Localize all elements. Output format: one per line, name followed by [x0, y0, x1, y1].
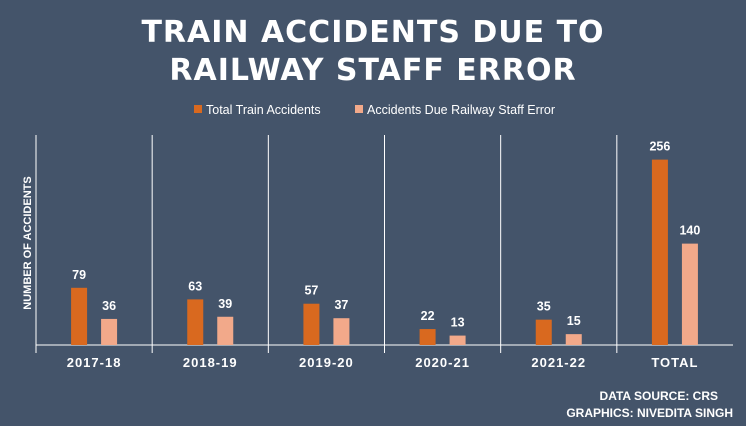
bar-staff-error-2017-18 — [101, 318, 118, 345]
data-label: 140 — [679, 224, 700, 238]
x-tick-label: 2021-22 — [531, 355, 586, 370]
bar-total-2018-19 — [187, 299, 204, 345]
legend-swatch-total — [194, 105, 202, 113]
y-axis-label: NUMBER OF ACCIDENTS — [22, 176, 34, 309]
x-tick-label: 2020-21 — [415, 355, 470, 370]
data-label: 39 — [218, 297, 232, 311]
bar-total-2017-18 — [71, 287, 88, 345]
data-label: 37 — [334, 298, 348, 312]
data-label: 36 — [102, 299, 116, 313]
x-tick-label: 2019-20 — [299, 355, 354, 370]
bar-staff-error-2019-20 — [333, 318, 350, 345]
data-label: 22 — [421, 309, 435, 323]
x-tick-label: 2017-18 — [67, 355, 122, 370]
data-label: 256 — [649, 140, 670, 154]
legend-label-staff-error: Accidents Due Railway Staff Error — [367, 103, 555, 117]
bar-staff-error-2021-22 — [565, 334, 582, 345]
chart-title-line-2: RAILWAY STAFF ERROR — [169, 53, 576, 88]
legend: Total Train Accidents Accidents Due Rail… — [194, 103, 555, 117]
data-label: 79 — [72, 268, 86, 282]
x-tick-label: 2018-19 — [183, 355, 238, 370]
data-label: 15 — [567, 314, 581, 328]
data-label: 35 — [537, 300, 551, 314]
data-label: 63 — [188, 279, 202, 293]
bar-staff-error-2020-21 — [449, 335, 466, 345]
x-tick-label: TOTAL — [651, 355, 698, 370]
bar-staff-error-2018-19 — [217, 316, 234, 345]
bar-total-2020-21 — [419, 329, 436, 345]
bar-total-total — [651, 159, 668, 345]
chart-title-line-1: TRAIN ACCIDENTS DUE TO — [141, 15, 604, 50]
bar-staff-error-total — [681, 243, 698, 345]
bar-total-2019-20 — [303, 303, 320, 345]
data-source-credit: DATA SOURCE: CRS — [600, 389, 718, 403]
data-label: 57 — [304, 284, 318, 298]
bar-total-2021-22 — [535, 319, 552, 345]
legend-label-total: Total Train Accidents — [206, 103, 321, 117]
legend-swatch-staff-error — [355, 105, 363, 113]
data-label: 13 — [451, 316, 465, 330]
plot-area: 79 36 2017-18 63 39 2018-19 57 37 2019-20 22 13 202… — [35, 135, 733, 370]
graphics-credit: GRAPHICS: NIVEDITA SINGH — [566, 406, 733, 420]
